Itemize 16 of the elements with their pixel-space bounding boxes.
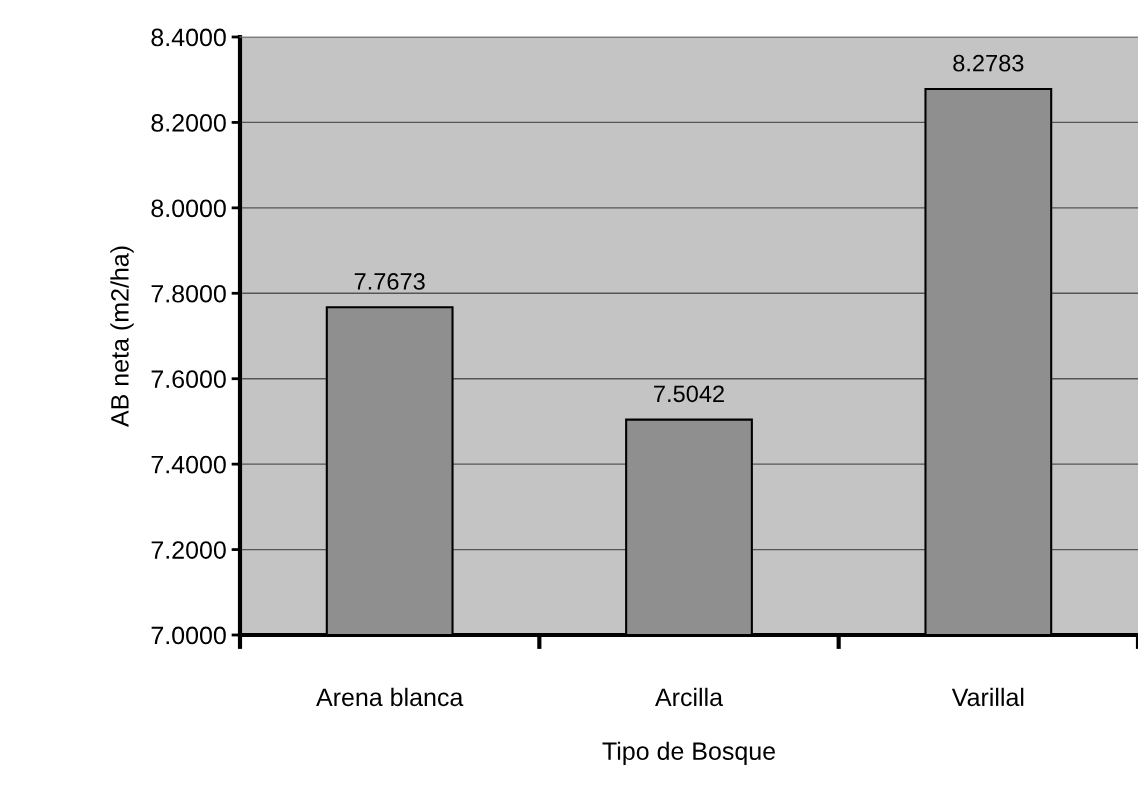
y-tick-label: 8.2000	[151, 114, 226, 132]
y-axis-title: AB neta (m2/ha)	[110, 246, 134, 427]
y-tick-label: 8.4000	[151, 28, 226, 47]
data-label: 8.2783	[953, 54, 1024, 72]
data-label: 7.7673	[354, 273, 425, 290]
y-tick-label: 8.0000	[151, 199, 226, 218]
x-axis-title: Tipo de Bosque	[602, 741, 775, 765]
x-tick-label: Arcilla	[655, 687, 724, 707]
y-tick-label: 7.0000	[151, 626, 226, 645]
y-tick-label: 7.6000	[151, 370, 226, 389]
x-tick-label: Arena blanca	[316, 687, 464, 707]
data-label: 7.5042	[654, 385, 724, 403]
y-tick-label: 7.8000	[151, 284, 226, 303]
y-tick-label: 7.4000	[151, 455, 226, 474]
y-tick-label: 7.2000	[151, 541, 226, 559]
x-tick-label: Varillal	[951, 687, 1024, 707]
